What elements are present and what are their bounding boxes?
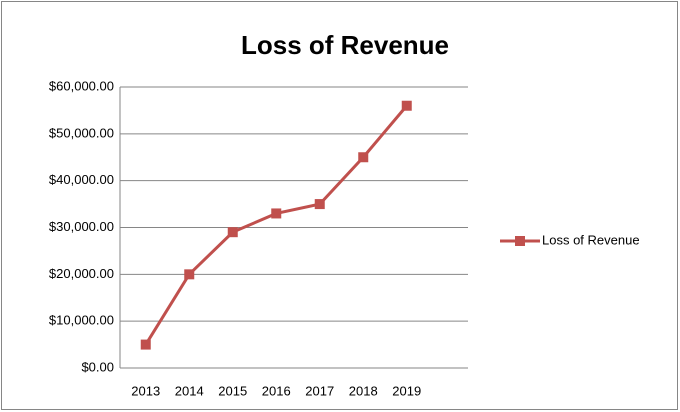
y-tick-label: $60,000.00 xyxy=(49,78,114,93)
y-tick-label: $50,000.00 xyxy=(49,125,114,140)
legend-marker xyxy=(515,236,525,246)
x-tick-label: 2017 xyxy=(305,383,334,398)
y-tick-label: $10,000.00 xyxy=(49,313,114,328)
point-marker xyxy=(401,100,412,111)
x-tick-label: 2015 xyxy=(218,383,247,398)
legend-label: Loss of Revenue xyxy=(542,232,640,247)
y-tick-label: $40,000.00 xyxy=(49,172,114,187)
x-tick-label: 2018 xyxy=(349,383,378,398)
point-marker xyxy=(184,269,195,280)
x-tick-label: 2019 xyxy=(392,383,421,398)
chart-title: Loss of Revenue xyxy=(241,30,449,60)
x-tick-label: 2016 xyxy=(262,383,291,398)
point-marker xyxy=(314,199,325,210)
point-marker xyxy=(140,339,151,350)
point-marker xyxy=(271,208,282,219)
point-marker xyxy=(358,152,369,163)
y-tick-label: $0.00 xyxy=(81,359,114,374)
x-tick-label: 2013 xyxy=(131,383,160,398)
point-marker xyxy=(227,227,238,238)
x-tick-label: 2014 xyxy=(175,383,204,398)
y-tick-label: $20,000.00 xyxy=(49,266,114,281)
y-tick-label: $30,000.00 xyxy=(49,219,114,234)
